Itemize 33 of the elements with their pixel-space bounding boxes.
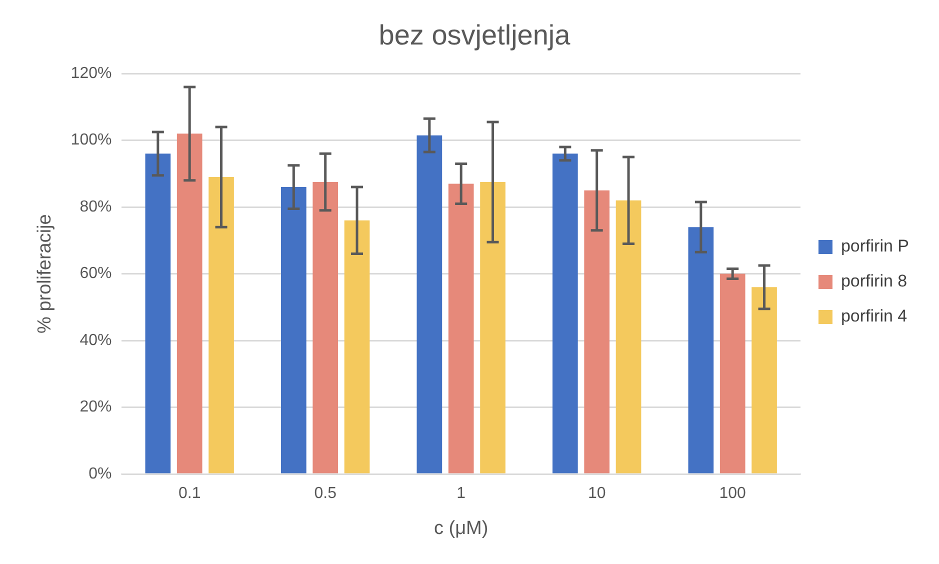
y-tick-label: 80%: [80, 198, 112, 216]
y-tick-label: 40%: [80, 332, 112, 349]
y-tick-label: 0%: [88, 465, 112, 482]
y-tick-label: 20%: [80, 398, 112, 416]
y-tick-label: 60%: [80, 265, 112, 282]
bar: [720, 274, 746, 474]
bar: [344, 220, 370, 474]
x-tick-label: 0.5: [314, 485, 337, 502]
x-axis-title: c (μM): [434, 518, 488, 539]
bar: [480, 182, 506, 474]
bar: [145, 154, 171, 474]
legend-label: porfirin P: [840, 236, 910, 256]
bar: [416, 135, 442, 474]
bar: [688, 227, 714, 474]
x-tick-label: 0.1: [178, 485, 201, 502]
legend-label: porfirin 8: [840, 272, 908, 291]
chart-title: bez osvjetljenja: [378, 20, 571, 51]
bar: [616, 200, 642, 474]
bar: [752, 287, 777, 474]
x-tick-label: 10: [588, 485, 606, 502]
x-tick-label: 1: [456, 485, 466, 502]
bar: [584, 190, 610, 474]
bar: [312, 182, 338, 474]
y-tick-label: 100%: [70, 132, 112, 149]
bar: [448, 184, 474, 474]
y-axis-title: % proliferacije: [34, 214, 56, 334]
bar: [552, 154, 578, 474]
x-tick-label: 100: [719, 485, 746, 502]
bar: [281, 187, 306, 474]
legend-label: porfirin 4: [840, 306, 908, 326]
y-tick-label: 120%: [70, 65, 112, 82]
bar: [208, 177, 234, 474]
bar: [176, 134, 202, 474]
